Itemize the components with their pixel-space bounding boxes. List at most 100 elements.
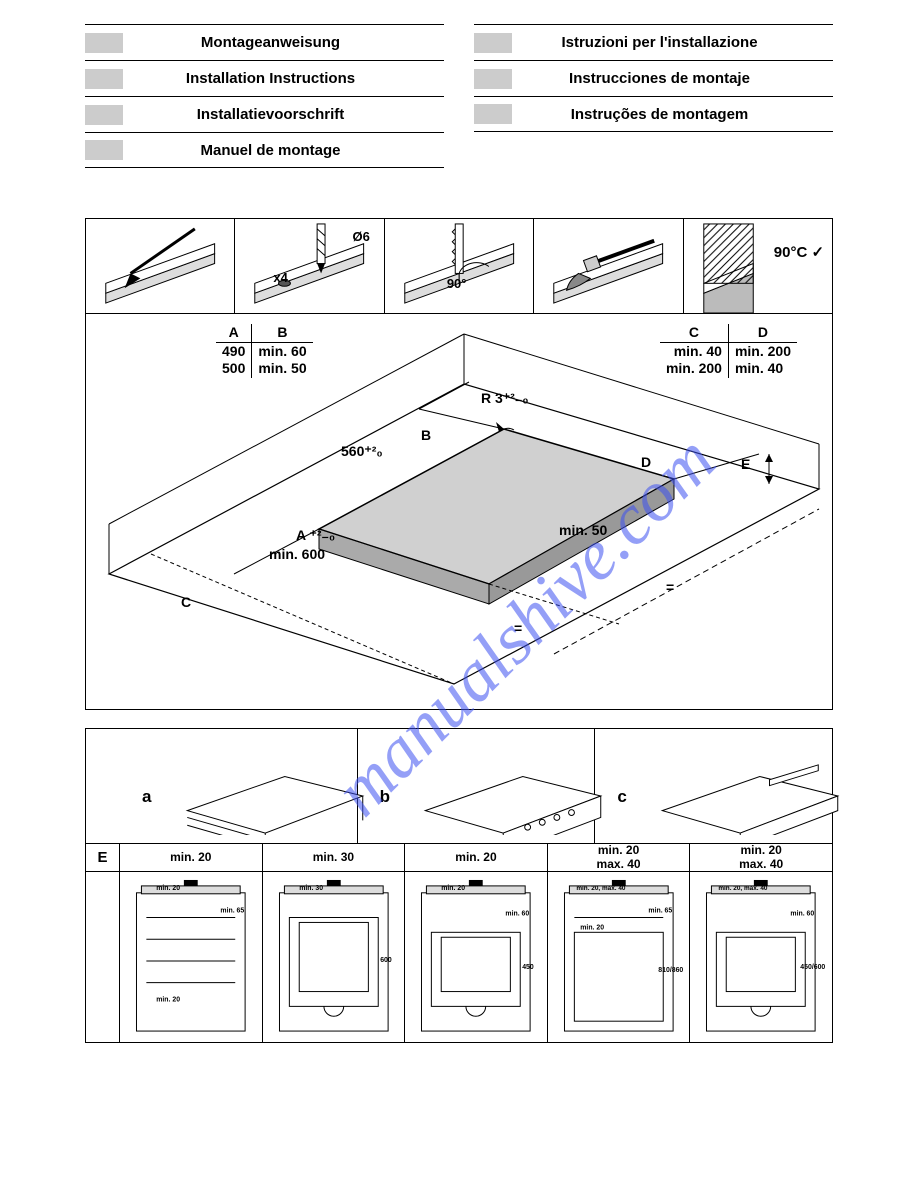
svg-text:min. 20: min. 20 — [580, 924, 604, 931]
svg-text:min. 30: min. 30 — [299, 885, 323, 892]
td: 490 — [216, 342, 252, 360]
lang-flag — [85, 140, 123, 160]
main-cutout-diagram: AB 490min. 60 500min. 50 CD min. 40min. … — [86, 314, 832, 709]
th: B — [252, 324, 313, 342]
e-cell: min. 20max. 40 — [690, 844, 832, 871]
e-cell: min. 20 — [405, 844, 548, 871]
variant-mini-icon — [650, 757, 850, 835]
svg-text:min. 20: min. 20 — [156, 885, 180, 892]
title-text: Istruzioni per l'installazione — [524, 34, 833, 51]
svg-text:810/860: 810/860 — [658, 967, 683, 974]
title-text: Instruções de montagem — [524, 106, 833, 123]
drill-diameter-label: Ø6 — [352, 229, 369, 244]
brush-icon — [533, 219, 682, 313]
e-val: min. 20 — [170, 851, 211, 864]
title-text: Manuel de montage — [135, 142, 444, 159]
section-cell: min. 20, max. 40 min. 65 min. 20 810/860 — [548, 872, 691, 1042]
svg-text:min. 20, max. 40: min. 20, max. 40 — [719, 885, 769, 892]
variant-label: a — [142, 787, 151, 807]
titles-left-column: Montageanweisung Installation Instructio… — [85, 24, 444, 168]
b-label: B — [421, 427, 431, 443]
heat-label: 90°C ✓ — [774, 243, 824, 261]
title-text: Instrucciones de montaje — [524, 70, 833, 87]
e-value-row: E min. 20 min. 30 min. 20 min. 20max. 40… — [86, 844, 832, 872]
td: min. 40 — [660, 342, 729, 360]
drill-icon: x4 Ø6 — [234, 219, 383, 313]
titles-right-column: Istruzioni per l'installazione Instrucci… — [474, 24, 833, 168]
a-tol-label: A ⁺²₋₀ — [296, 527, 335, 544]
variant-c: c — [595, 729, 832, 843]
dimension-table-ab: AB 490min. 60 500min. 50 — [216, 324, 313, 378]
variant-a: a — [120, 729, 358, 843]
title-row: Instrucciones de montaje — [474, 60, 833, 96]
td: min. 200 — [660, 360, 729, 378]
min600-label: min. 600 — [269, 546, 325, 562]
title-row: Installatievoorschrift — [85, 96, 444, 132]
e-cell: min. 20max. 40 — [548, 844, 691, 871]
svg-text:min. 20, max. 40: min. 20, max. 40 — [576, 885, 626, 892]
e-cell: min. 20 — [120, 844, 263, 871]
section-cell: min. 20 min. 60 450 — [405, 872, 548, 1042]
radius-label: R 3⁺²₋₀ — [481, 390, 529, 407]
lang-flag — [85, 33, 123, 53]
e-val: min. 30 — [313, 851, 354, 864]
lang-flag — [85, 105, 123, 125]
lang-flag — [474, 69, 512, 89]
width-label: 560⁺²₀ — [341, 443, 383, 460]
td: min. 60 — [252, 342, 313, 360]
title-text: Montageanweisung — [135, 34, 444, 51]
svg-text:min. 60: min. 60 — [791, 911, 815, 918]
title-row: Installation Instructions — [85, 60, 444, 96]
section-diagram-box: a b c — [85, 728, 833, 1043]
svg-text:min. 20: min. 20 — [441, 885, 465, 892]
svg-text:450: 450 — [522, 964, 534, 971]
lang-flag — [474, 104, 512, 124]
e-label: E — [741, 456, 750, 472]
c-label: C — [181, 594, 191, 610]
svg-text:min. 60: min. 60 — [506, 911, 530, 918]
saw-angle-label: 90° — [447, 276, 467, 291]
variant-label: b — [380, 787, 390, 807]
svg-text:min. 65: min. 65 — [648, 908, 672, 915]
heat-icon: 90°C ✓ — [683, 219, 832, 313]
pencil-icon — [86, 219, 234, 313]
tool-icons-row: x4 Ø6 90° — [86, 219, 832, 314]
variant-b: b — [358, 729, 596, 843]
section-cell: min. 20 min. 65 min. 20 — [120, 872, 263, 1042]
svg-text:min. 20: min. 20 — [156, 996, 180, 1003]
screw-count-label: x4 — [273, 270, 287, 285]
e-cell: min. 30 — [263, 844, 406, 871]
variant-mini-icon — [413, 757, 613, 835]
title-row: Instruções de montagem — [474, 96, 833, 132]
e-val: min. 20 — [598, 843, 639, 857]
section-row: min. 20 min. 65 min. 20 min. 30 600 — [86, 872, 832, 1042]
e-val: min. 20 — [740, 843, 781, 857]
th: C — [660, 324, 729, 342]
title-row: Montageanweisung — [85, 24, 444, 60]
td: min. 200 — [728, 342, 797, 360]
e-val: max. 40 — [597, 857, 641, 871]
section-spacer — [86, 872, 120, 1042]
e-row-label: E — [86, 844, 120, 871]
td: min. 50 — [252, 360, 313, 378]
section-cell: min. 30 600 — [263, 872, 406, 1042]
svg-text:600: 600 — [380, 957, 392, 964]
variant-mini-icon — [175, 757, 375, 835]
min50-label: min. 50 — [559, 522, 607, 538]
section-cell: min. 20, max. 40 min. 60 450/600 — [690, 872, 832, 1042]
d-label: D — [641, 454, 651, 470]
equals-2: = — [666, 579, 674, 595]
svg-text:450/600: 450/600 — [801, 964, 826, 971]
th: A — [216, 324, 252, 342]
title-row: Manuel de montage — [85, 132, 444, 168]
variant-label: c — [617, 787, 626, 807]
title-header: Montageanweisung Installation Instructio… — [85, 24, 833, 168]
td: 500 — [216, 360, 252, 378]
variant-row: a b c — [86, 729, 832, 844]
svg-text:min. 65: min. 65 — [220, 908, 244, 915]
td: min. 40 — [728, 360, 797, 378]
e-val: min. 20 — [455, 851, 496, 864]
title-text: Installation Instructions — [135, 70, 444, 87]
title-row: Istruzioni per l'installazione — [474, 24, 833, 60]
equals-1: = — [514, 620, 522, 636]
